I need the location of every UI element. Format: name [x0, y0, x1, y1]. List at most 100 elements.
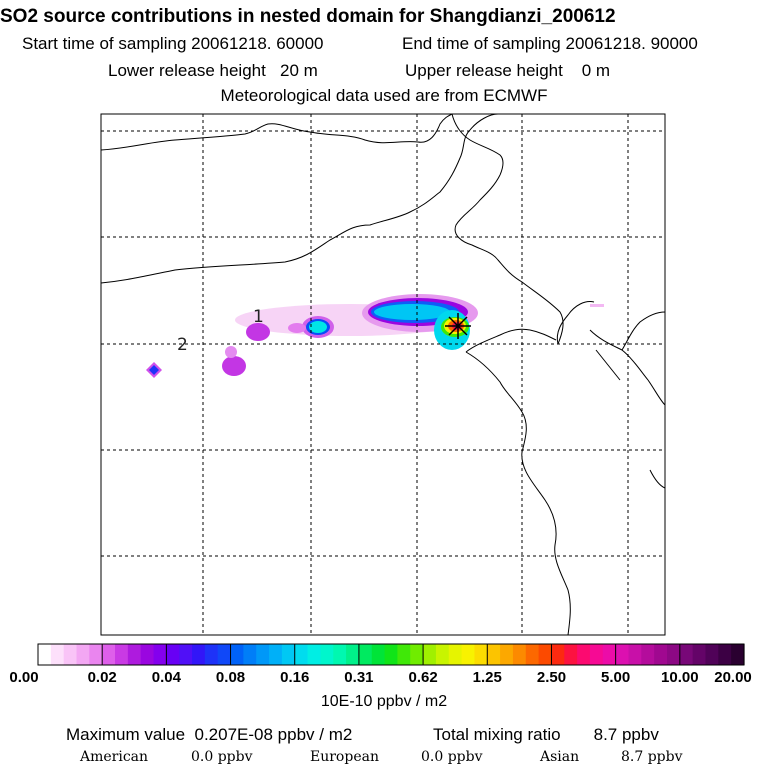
colorbar-tick-label: 0.62 — [408, 669, 438, 686]
colorbar-cell — [115, 644, 129, 665]
colorbar-cell — [192, 644, 206, 665]
colorbar-cell — [551, 644, 565, 665]
source-european-name: European — [310, 749, 379, 765]
max-value: 0.207E-08 ppbv / m2 — [194, 725, 353, 744]
start-time-value: 20061218. 60000 — [191, 34, 324, 53]
plume-east-faint — [590, 304, 604, 307]
colorbar-cell — [179, 644, 193, 665]
colorbar-cell — [589, 644, 604, 665]
colorbar-cells — [38, 644, 745, 665]
colorbar-cell — [102, 644, 116, 665]
colorbar-cell — [487, 644, 501, 665]
colorbar-cell — [500, 644, 514, 665]
colorbar-cell — [628, 644, 642, 665]
plume-patch-1 — [288, 323, 306, 333]
colorbar-cell — [243, 644, 257, 665]
colorbar-cell — [76, 644, 90, 665]
colorbar-cell — [718, 644, 732, 665]
total-mixing-value: 8.7 ppbv — [593, 725, 659, 744]
upper-release-label: Upper release height — [405, 61, 563, 80]
colorbar-cell — [358, 644, 373, 665]
colorbar-cell — [692, 644, 707, 665]
colorbar-cell — [281, 644, 296, 665]
station-marker — [445, 313, 471, 339]
colorbar-tick-label: 0.04 — [151, 669, 181, 686]
colorbar-cell — [89, 644, 103, 665]
colorbar-cell — [333, 644, 347, 665]
colorbar-dividers — [101, 644, 681, 665]
colorbar-cell — [38, 644, 52, 665]
colorbar-cell — [204, 644, 219, 665]
source-american-value: 0.0 ppbv — [191, 749, 253, 765]
colorbar-cell — [654, 644, 668, 665]
colorbar-tick-label: 2.50 — [536, 669, 567, 686]
start-time-label: Start time of sampling — [22, 34, 187, 53]
upper-release-value: 0 m — [581, 61, 611, 80]
colorbar-cell — [140, 644, 155, 665]
colorbar-cell — [666, 644, 681, 665]
colorbar-tick-label: 10.00 — [661, 669, 699, 686]
colorbar-cell — [615, 644, 630, 665]
met-data-line: Meteorological data used are from ECMWF — [220, 86, 548, 105]
map-label-2: 2 — [177, 335, 188, 355]
colorbar-cell — [423, 644, 437, 665]
lower-release-value: 20 m — [280, 61, 318, 80]
colorbar-tick-label: 0.00 — [9, 669, 39, 686]
colorbar-tick-label: 20.00 — [714, 669, 752, 686]
colorbar-cell — [564, 644, 578, 665]
colorbar-cell — [448, 644, 463, 665]
colorbar-cell — [577, 644, 591, 665]
colorbar-frame — [37, 643, 745, 666]
colorbar-cell — [410, 644, 424, 665]
plume-mid-cyan — [309, 321, 327, 333]
map-frame — [100, 113, 666, 636]
colorbar-cell — [63, 644, 78, 665]
colorbar-tick-label: 5.00 — [601, 669, 631, 686]
colorbar-unit: 10E-10 ppbv / m2 — [320, 693, 448, 710]
colorbar-cell — [166, 644, 180, 665]
start-time-line: Start time of sampling 20061218. 60000 — [22, 34, 324, 54]
colorbar-cell — [269, 644, 283, 665]
colorbar-cell — [538, 644, 553, 665]
lat-lon-grid — [101, 114, 665, 635]
source-asian-name: Asian — [540, 749, 580, 765]
colorbar-cell — [461, 644, 476, 665]
plume-patch-3 — [222, 356, 246, 376]
map-title: SO2 source contributions in nested domai… — [0, 6, 616, 27]
total-mixing-line: Total mixing ratio 8.7 ppbv — [433, 725, 659, 745]
end-time-value: 20061218. 90000 — [565, 34, 698, 53]
coastlines — [101, 114, 665, 635]
upper-release-line: Upper release height 0 m — [405, 61, 610, 81]
max-value-label: Maximum value — [66, 725, 186, 744]
colorbar-cell — [705, 644, 719, 665]
source-european-value: 0.0 ppbv — [421, 749, 483, 765]
source-american-name: American — [80, 749, 149, 765]
colorbar-cell — [294, 644, 309, 665]
colorbar-cell — [602, 644, 617, 665]
map-label-1: 1 — [253, 307, 264, 327]
total-mixing-label: Total mixing ratio — [433, 725, 561, 744]
colorbar-cell — [641, 644, 655, 665]
plume-patch-4 — [225, 346, 237, 358]
end-time-line: End time of sampling 20061218. 90000 — [402, 34, 698, 54]
colorbar-cell — [217, 644, 232, 665]
plume-west-blue — [149, 365, 159, 375]
source-asian-value: 8.7 ppbv — [621, 749, 683, 765]
colorbar-tick-label: 0.16 — [280, 669, 310, 686]
colorbar-cell — [512, 644, 527, 665]
colorbar-cell — [256, 644, 270, 665]
plume-contours — [146, 294, 604, 378]
colorbar-cell — [50, 644, 65, 665]
colorbar-tick-label: 0.31 — [344, 669, 374, 686]
colorbar-cell — [371, 644, 386, 665]
plume-patch-2 — [246, 323, 270, 341]
colorbar-tick-label: 1.25 — [472, 669, 502, 686]
colorbar-cell — [679, 644, 694, 665]
lower-release-label: Lower release height — [108, 61, 266, 80]
colorbar-cell — [384, 644, 399, 665]
colorbar-cell — [320, 644, 334, 665]
colorbar-cell — [230, 644, 244, 665]
plume-main-cyan — [374, 304, 450, 320]
colorbar-cell — [153, 644, 167, 665]
